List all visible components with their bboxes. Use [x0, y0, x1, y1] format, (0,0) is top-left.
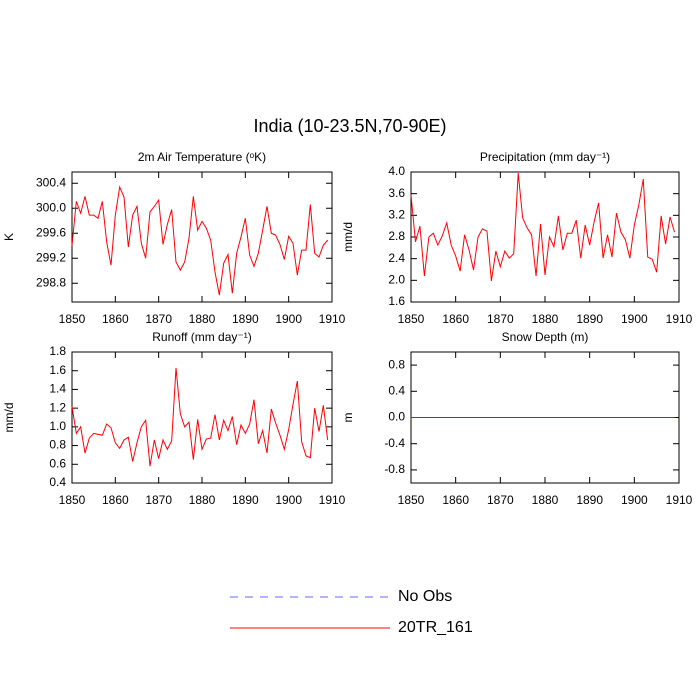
x-tick-label: 1870 [487, 493, 514, 507]
x-tick-label: 1850 [398, 493, 425, 507]
panel-title: Runoff (mm day⁻¹) [152, 330, 251, 344]
plot-frame [71, 351, 333, 484]
x-tick-label: 1900 [275, 312, 302, 326]
y-tick-label: 0.4 [388, 383, 405, 397]
y-tick-label: 0.8 [49, 438, 66, 452]
x-tick-label: 1880 [532, 312, 559, 326]
x-tick-label: 1860 [442, 312, 469, 326]
x-tick-label: 1900 [275, 493, 302, 507]
x-tick-label: 1850 [59, 312, 86, 326]
y-tick-label: -0.8 [384, 462, 405, 476]
y-tick-label: 3.6 [388, 186, 405, 200]
data-line [71, 367, 329, 467]
y-tick-label: 0.8 [388, 357, 405, 371]
panel-title: Precipitation (mm day⁻¹) [480, 150, 610, 164]
x-tick-label: 1870 [487, 312, 514, 326]
y-tick-label: 1.0 [49, 419, 66, 433]
y-axis-label: m [341, 413, 355, 423]
x-tick-label: 1900 [621, 312, 648, 326]
x-tick-label: 1860 [442, 493, 469, 507]
y-tick-label: 1.6 [49, 363, 66, 377]
y-tick-label: 0.4 [49, 475, 66, 489]
x-tick-label: 1890 [576, 312, 603, 326]
data-line [71, 185, 329, 296]
y-tick-label: 0.0 [388, 410, 405, 424]
x-tick-label: 1880 [532, 493, 559, 507]
y-tick-label: 1.8 [49, 344, 66, 358]
y-tick-label: 4.0 [388, 164, 405, 178]
x-tick-label: 1890 [232, 493, 259, 507]
panel-title: Snow Depth (m) [502, 330, 589, 344]
y-tick-label: 2.0 [388, 273, 405, 287]
y-tick-label: 0.6 [49, 456, 66, 470]
x-tick-label: 1910 [319, 312, 346, 326]
x-tick-label: 1860 [102, 493, 129, 507]
y-axis-label: K [2, 233, 16, 241]
x-tick-label: 1890 [576, 493, 603, 507]
data-line [410, 173, 676, 281]
panel-title: 2m Air Temperature (ᵒK) [138, 150, 266, 164]
y-axis-label: mm/d [2, 403, 16, 433]
x-tick-label: 1880 [189, 493, 216, 507]
plot-frame [71, 171, 333, 303]
x-tick-label: 1850 [59, 493, 86, 507]
x-tick-label: 1910 [666, 493, 693, 507]
plot-frame [410, 171, 680, 303]
x-tick-label: 1910 [666, 312, 693, 326]
x-tick-label: 1870 [145, 312, 172, 326]
x-tick-label: 1850 [398, 312, 425, 326]
y-tick-label: 1.2 [49, 400, 66, 414]
y-tick-label: 300.4 [36, 175, 66, 189]
x-tick-label: 1890 [232, 312, 259, 326]
y-axis-label: mm/d [341, 222, 355, 252]
x-tick-label: 1860 [102, 312, 129, 326]
y-tick-label: -0.4 [384, 436, 405, 450]
x-tick-label: 1880 [189, 312, 216, 326]
x-tick-label: 1900 [621, 493, 648, 507]
y-tick-label: 2.4 [388, 251, 405, 265]
y-tick-label: 300.0 [36, 200, 66, 214]
x-tick-label: 1870 [145, 493, 172, 507]
x-tick-label: 1910 [319, 493, 346, 507]
y-tick-label: 3.2 [388, 208, 405, 222]
figure-title: India (10-23.5N,70-90E) [253, 116, 446, 136]
y-tick-label: 298.8 [36, 275, 66, 289]
y-tick-label: 299.2 [36, 250, 66, 264]
legend-label: No Obs [398, 588, 452, 605]
y-tick-label: 299.6 [36, 225, 66, 239]
legend-label: 20TR_161 [398, 619, 473, 636]
y-tick-label: 2.8 [388, 229, 405, 243]
y-tick-label: 1.4 [49, 382, 66, 396]
y-tick-label: 1.6 [388, 294, 405, 308]
